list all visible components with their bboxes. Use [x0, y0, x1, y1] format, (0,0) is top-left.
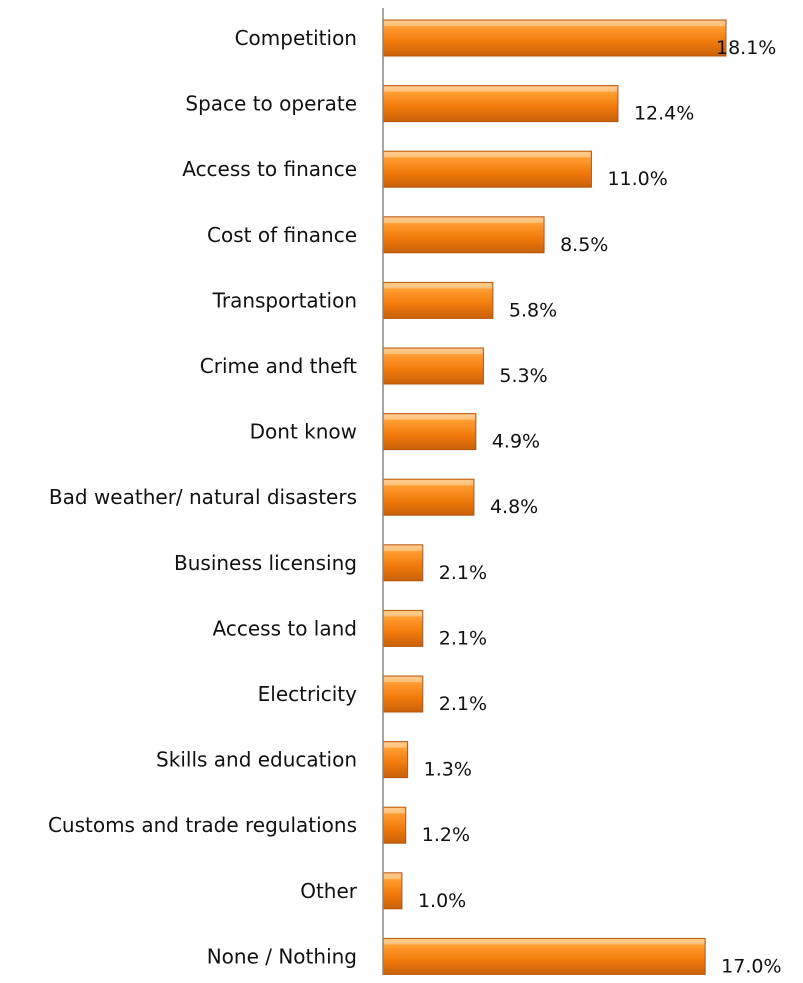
value-label-7: 4.8%: [490, 496, 538, 518]
bar-highlight-9: [384, 611, 422, 617]
bar-highlight-12: [384, 808, 405, 814]
category-label-8: Business licensing: [174, 551, 357, 575]
category-label-6: Dont know: [250, 420, 357, 444]
value-label-4: 5.8%: [509, 299, 557, 321]
bar-highlight-1: [384, 86, 617, 92]
category-labels: Competition Space to operate Access to fin…: [48, 26, 358, 968]
value-label-1: 12.4%: [634, 103, 694, 125]
bar-highlight-4: [384, 283, 492, 289]
value-label-13: 1.0%: [418, 890, 466, 912]
category-label-11: Skills and education: [156, 748, 357, 772]
category-label-1: Space to operate: [185, 92, 357, 116]
category-label-4: Transportation: [212, 288, 357, 312]
bar-highlight-7: [384, 480, 473, 486]
bar-highlight-8: [384, 545, 422, 551]
bar-highlight-13: [384, 873, 401, 879]
value-label-3: 8.5%: [560, 234, 608, 256]
bar-highlight-5: [384, 349, 483, 354]
value-label-8: 2.1%: [439, 562, 487, 584]
bar-highlight-2: [384, 152, 591, 158]
category-label-3: Cost of finance: [207, 223, 357, 247]
value-label-0: 18.1%: [716, 37, 776, 59]
category-label-14: None / Nothing: [207, 944, 357, 968]
value-label-14: 17.0%: [721, 955, 781, 977]
bar-highlight-0: [384, 21, 725, 26]
bar-highlight-14: [384, 939, 705, 945]
category-label-7: Bad weather/ natural disasters: [49, 485, 357, 509]
category-label-13: Other: [300, 879, 358, 903]
value-label-2: 11.0%: [607, 168, 667, 190]
category-label-10: Electricity: [258, 682, 358, 706]
category-label-5: Crime and theft: [200, 354, 357, 378]
category-label-9: Access to land: [213, 616, 357, 640]
category-label-12: Customs and trade regulations: [48, 813, 357, 837]
value-label-10: 2.1%: [439, 693, 487, 715]
value-label-11: 1.3%: [424, 759, 472, 781]
value-label-5: 5.3%: [499, 365, 547, 387]
value-label-6: 4.9%: [492, 431, 540, 453]
value-label-12: 1.2%: [422, 824, 470, 846]
bar-highlight-10: [384, 677, 422, 682]
category-label-0: Competition: [235, 26, 357, 50]
category-label-2: Access to finance: [182, 157, 357, 181]
bar-highlight-11: [384, 742, 407, 748]
bar-highlight-3: [384, 217, 544, 223]
value-labels: 18.1% 12.4% 11.0% 8.5% 5.8% 5.3% 4.9% 4.8% 2.1% 2…: [418, 37, 782, 977]
bar-highlight-6: [384, 414, 475, 420]
value-label-9: 2.1%: [439, 627, 487, 649]
